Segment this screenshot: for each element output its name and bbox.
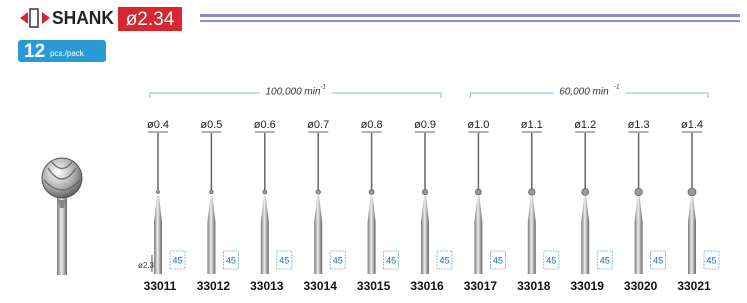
diameter-label: ø0.7 xyxy=(307,119,329,131)
diameter-label: ø1.0 xyxy=(467,119,489,131)
bur-head xyxy=(263,190,267,194)
bur-neck xyxy=(154,196,162,222)
product-code: 33012 xyxy=(197,279,231,293)
bur-shank xyxy=(154,222,162,274)
bur-shank xyxy=(635,222,643,274)
diameter-label: ø1.2 xyxy=(574,119,596,131)
product-code: 33011 xyxy=(144,279,177,293)
header-rule xyxy=(200,14,740,17)
bur-head xyxy=(369,190,374,195)
bur-neck xyxy=(261,196,269,222)
shank-label: SHANK xyxy=(52,8,114,28)
bur-head xyxy=(316,190,321,195)
bur-shank xyxy=(421,222,429,274)
product-code: 33019 xyxy=(571,279,605,293)
length-label: 45 xyxy=(226,255,236,265)
diameter-label: ø1.4 xyxy=(681,119,703,131)
bur-neck xyxy=(368,196,376,222)
bur-neck xyxy=(581,196,589,222)
length-label: 45 xyxy=(493,255,503,265)
bur-neck xyxy=(688,196,696,222)
bur-neck xyxy=(528,196,536,222)
bur-shank xyxy=(314,222,322,274)
product-code: 33013 xyxy=(250,279,284,293)
bur-neck xyxy=(314,196,322,222)
speed-exponent: -1 xyxy=(614,85,619,91)
product-code: 33020 xyxy=(624,279,658,293)
length-label: 45 xyxy=(172,255,182,265)
length-label: 45 xyxy=(653,255,663,265)
diameter-label: ø1.1 xyxy=(521,119,543,131)
bur-neck xyxy=(635,196,643,222)
diameter-label: ø0.8 xyxy=(361,119,383,131)
bur-head xyxy=(422,189,428,195)
bur-shank xyxy=(261,222,269,274)
product-code: 33018 xyxy=(517,279,551,293)
length-label: 45 xyxy=(439,255,449,265)
pack-unit: pcs./pack xyxy=(50,49,85,58)
speed-label: 100,000 min xyxy=(266,87,321,98)
diameter-label: ø0.9 xyxy=(414,119,436,131)
bur-head xyxy=(475,189,481,195)
bur-head xyxy=(210,190,214,194)
bur-shank xyxy=(474,222,482,274)
speed-label: 60,000 min xyxy=(559,87,609,98)
product-code: 33021 xyxy=(677,279,711,293)
pack-count: 12 xyxy=(24,41,45,62)
bur-head xyxy=(157,191,160,194)
product-code: 33016 xyxy=(410,279,444,293)
length-label: 45 xyxy=(386,255,396,265)
bur-shank xyxy=(207,222,215,274)
speed-exponent: -1 xyxy=(321,85,326,91)
bur-neck xyxy=(207,196,215,222)
diameter-label: ø1.3 xyxy=(628,119,650,131)
bur-shank xyxy=(688,222,696,274)
bur-neck xyxy=(474,196,482,222)
bur-head xyxy=(635,188,643,196)
shank-diameter: ø2.34 xyxy=(126,9,175,30)
bur-shank xyxy=(368,222,376,274)
length-label: 45 xyxy=(279,255,289,265)
product-code: 33015 xyxy=(357,279,391,293)
bur-shank xyxy=(528,222,536,274)
diameter-label: ø0.5 xyxy=(200,119,222,131)
shank-icon xyxy=(20,9,50,27)
bur-shank xyxy=(581,222,589,274)
bur-head xyxy=(688,188,696,196)
catalog-page: SHANK ø2.34 12 pcs./pack ø2.34 100,000 m… xyxy=(0,0,747,303)
bur-illustration xyxy=(42,158,82,275)
header-rule xyxy=(200,20,740,22)
bur-head xyxy=(582,189,589,196)
bur-head xyxy=(529,189,536,196)
product-code: 33017 xyxy=(464,279,498,293)
length-label: 45 xyxy=(706,255,716,265)
bur-neck xyxy=(421,196,429,222)
length-label: 45 xyxy=(546,255,556,265)
diameter-label: ø0.6 xyxy=(254,119,276,131)
product-code: 33014 xyxy=(304,279,338,293)
diameter-label: ø0.4 xyxy=(147,119,169,131)
length-label: 45 xyxy=(600,255,610,265)
length-label: 45 xyxy=(333,255,343,265)
